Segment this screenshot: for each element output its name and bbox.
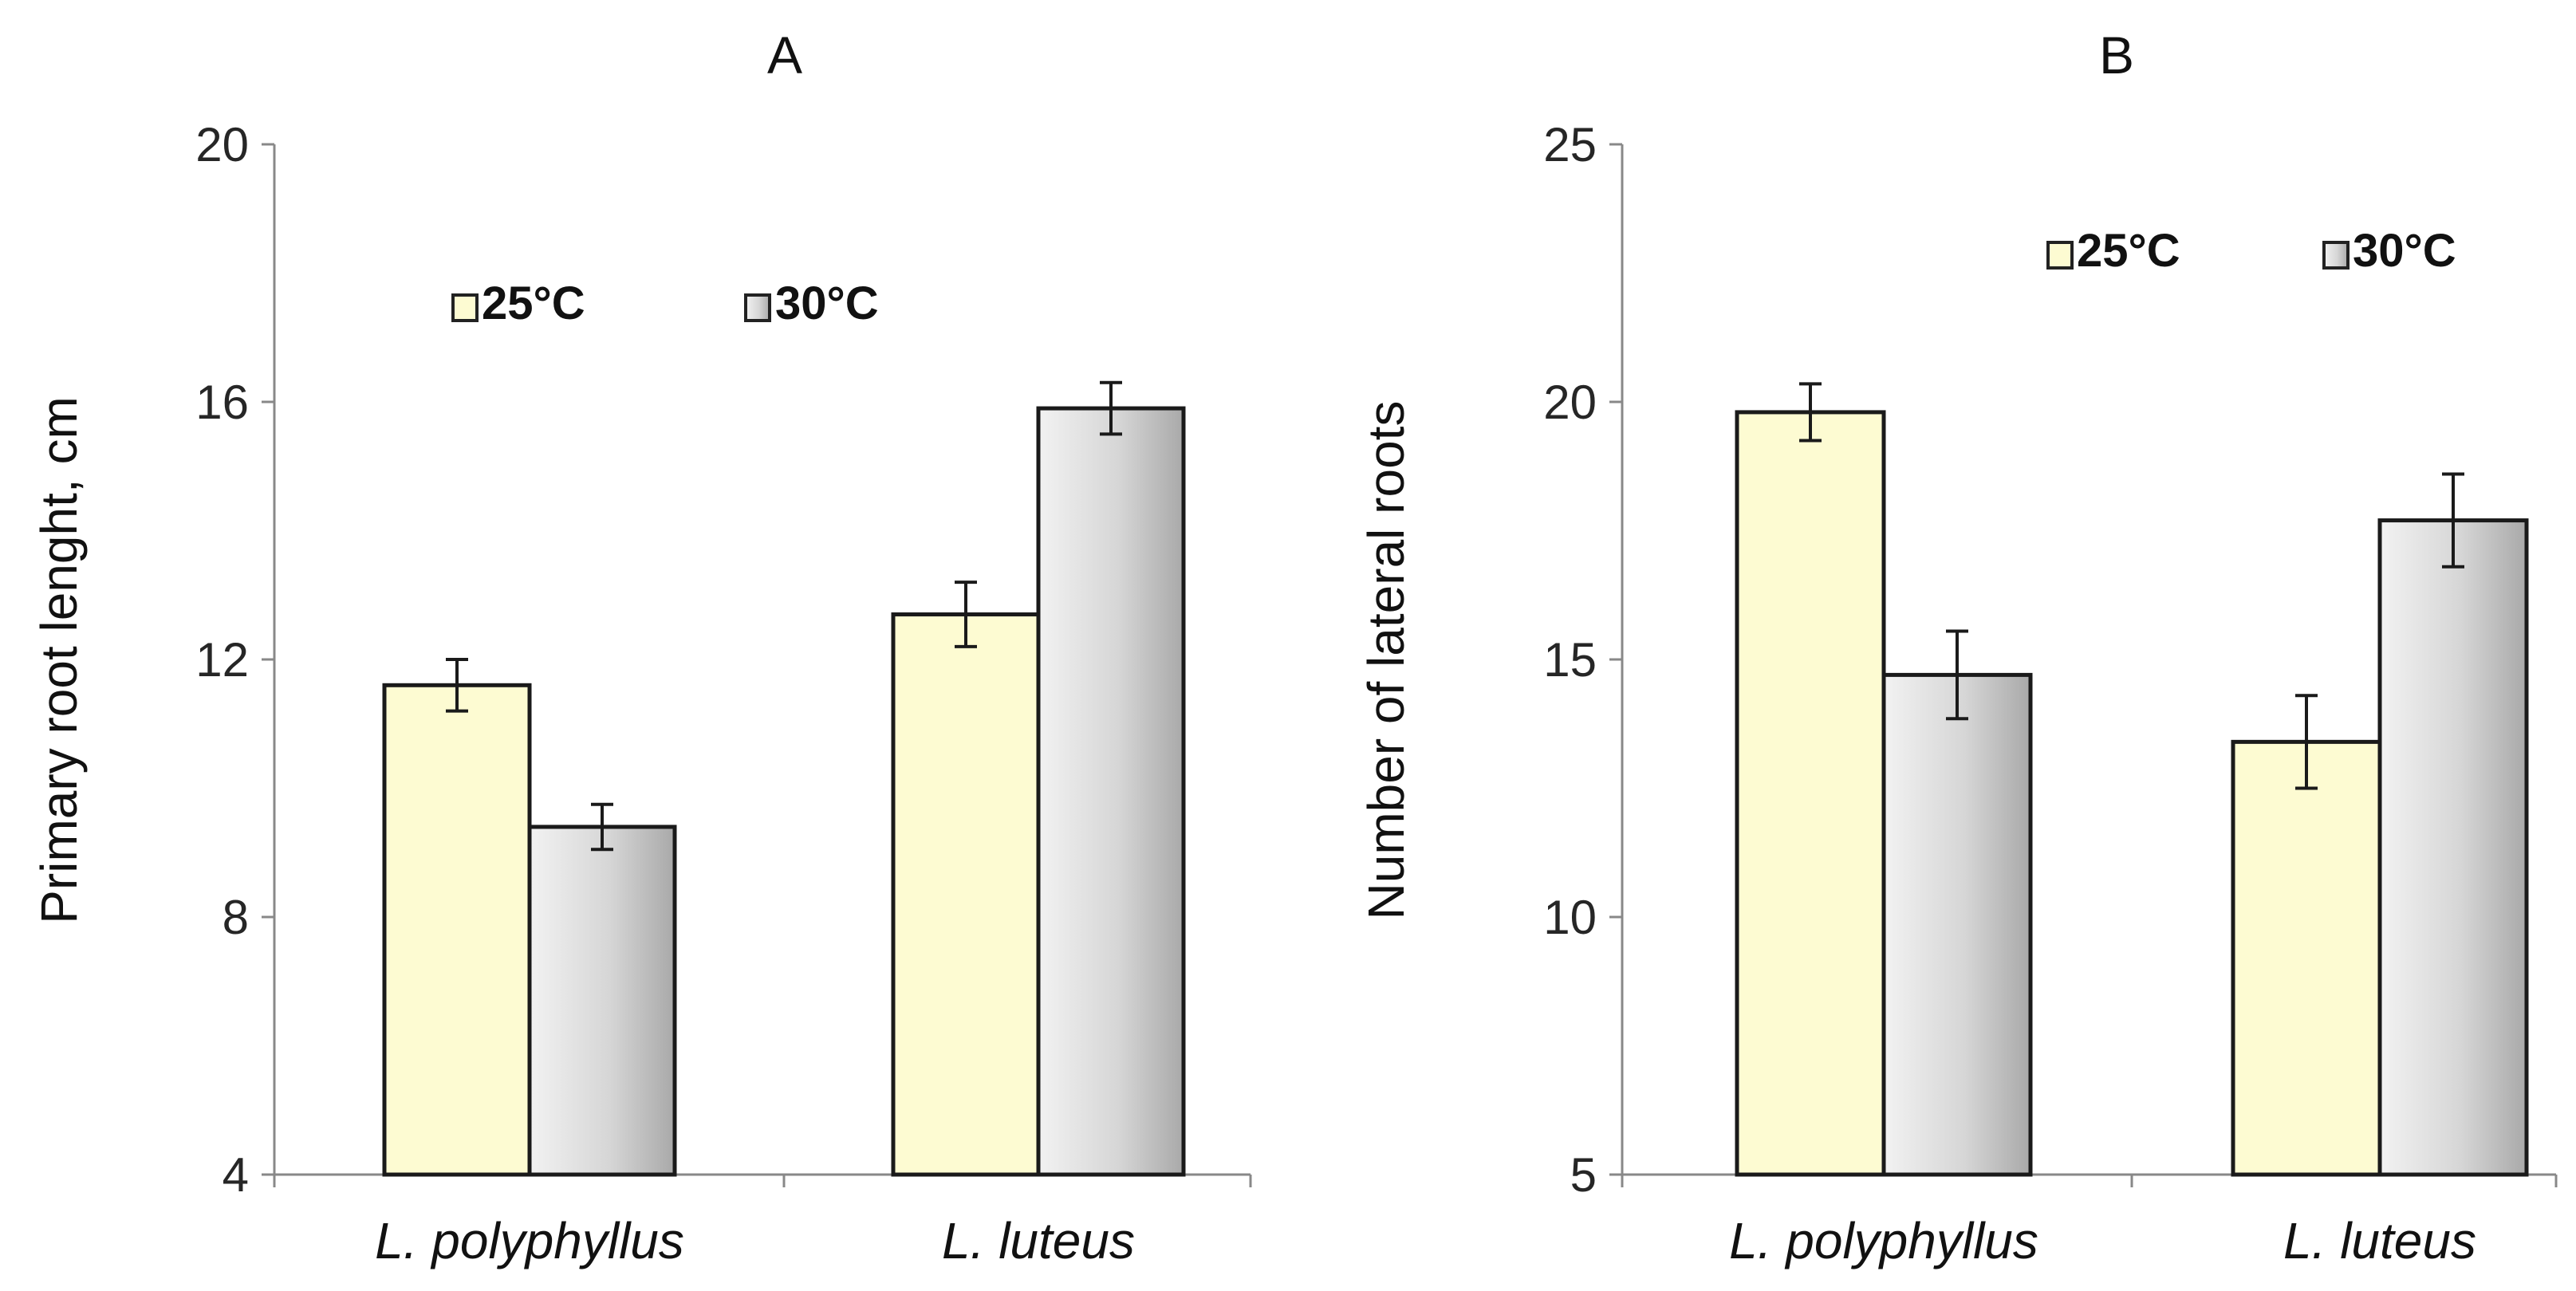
panel-a: A Primary root lenght, cm 25°C 30°C 4 8 12… xyxy=(30,26,1252,1269)
legend-label-30c: 30°C xyxy=(775,277,879,329)
y-tick-label: 20 xyxy=(195,118,249,171)
bar xyxy=(527,825,677,1177)
panel-b-y-axis-label: Number of lateral roots xyxy=(1357,401,1415,920)
bar xyxy=(1036,406,1186,1177)
legend-swatch-25c xyxy=(2046,241,2074,270)
x-category-label: L. luteus xyxy=(942,1212,1135,1269)
x-category-label: L. luteus xyxy=(2283,1212,2476,1269)
y-tick-label: 8 xyxy=(223,891,249,944)
x-category-label: L. polyphyllus xyxy=(375,1212,684,1269)
y-tick-label: 12 xyxy=(195,633,249,687)
y-tick-label: 15 xyxy=(1543,633,1597,687)
legend-label-25c: 25°C xyxy=(482,277,585,329)
y-tick-label: 20 xyxy=(1543,376,1597,429)
panel-b-legend: 25°C 30°C xyxy=(2046,225,2456,277)
y-tick-label: 25 xyxy=(1543,118,1597,171)
panel-a-title: A xyxy=(767,26,802,85)
bar xyxy=(2231,739,2382,1177)
panel-b: B Number of lateral roots 25°C 30°C 5 10 1… xyxy=(1357,26,2558,1269)
y-tick-label: 5 xyxy=(1570,1148,1597,1202)
bar xyxy=(1881,672,2033,1177)
panel-a-y-axis-label: Primary root lenght, cm xyxy=(30,396,88,924)
x-category-label: L. polyphyllus xyxy=(1729,1212,2038,1269)
legend-swatch-25c xyxy=(451,293,479,322)
legend-swatch-30c xyxy=(2322,241,2350,270)
panel-a-legend: 25°C 30°C xyxy=(451,277,879,329)
y-tick-label: 16 xyxy=(195,376,249,429)
y-tick-label: 10 xyxy=(1543,891,1597,944)
legend-label-30c: 30°C xyxy=(2353,225,2456,277)
bar xyxy=(891,612,1041,1177)
bar xyxy=(382,683,532,1177)
bar xyxy=(2377,518,2529,1177)
legend-swatch-30c xyxy=(744,293,771,322)
panel-b-title: B xyxy=(2099,26,2134,85)
legend-label-25c: 25°C xyxy=(2077,225,2180,277)
y-tick-label: 4 xyxy=(223,1148,249,1202)
bar xyxy=(1735,410,1886,1177)
